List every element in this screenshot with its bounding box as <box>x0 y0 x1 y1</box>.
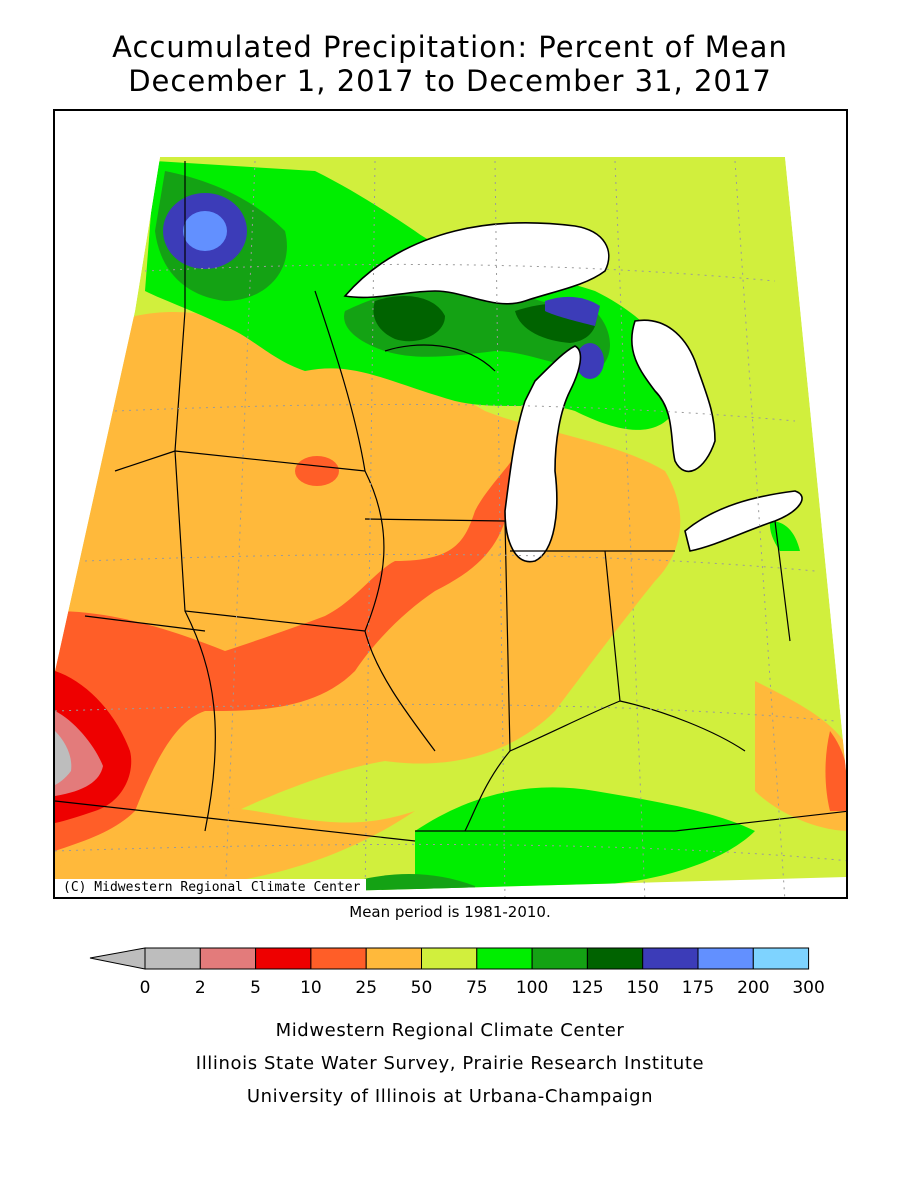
legend-tick-label: 300 <box>792 978 824 998</box>
border-mn-wi <box>314 290 366 472</box>
band-125-150-lake <box>373 296 445 342</box>
legend-tick-label: 200 <box>737 978 769 998</box>
map-title-line-2: December 1, 2017 to December 31, 2017 <box>128 64 772 98</box>
lake-michigan <box>504 345 582 563</box>
border-ia-mo <box>184 610 216 832</box>
legend-tick-label: 125 <box>571 978 603 998</box>
legend-color-box <box>476 947 533 970</box>
band-150-175-lake <box>576 343 604 379</box>
legend-color-box <box>531 947 588 970</box>
band-10-25-spot <box>295 456 339 486</box>
great-lakes <box>343 221 803 563</box>
footer-university: University of Illinois at Urbana-Champai… <box>246 1086 654 1107</box>
legend-color-box <box>144 947 201 970</box>
border-ne-ks <box>84 615 206 632</box>
legend-tick-labels: 0 2 5 10 25 50 75 100 125 150 175 200 300 <box>140 978 825 998</box>
legend-color-box <box>365 947 423 970</box>
border-nd-sd <box>114 450 176 472</box>
mean-period-note: Mean period is 1981-2010. <box>349 903 551 921</box>
lake-superior <box>343 221 610 305</box>
legend-tick-label: 10 <box>300 978 322 998</box>
border-il-in <box>464 520 511 832</box>
outside-domain <box>55 111 846 771</box>
legend-color-boxes <box>144 947 810 970</box>
state-boundaries <box>55 161 846 842</box>
band-75-100-south <box>415 787 755 897</box>
band-150-175-east <box>545 296 600 326</box>
legend-tick-label: 0 <box>140 978 151 998</box>
color-scale-legend: 0 2 5 10 25 50 75 100 125 150 175 200 300 <box>89 947 825 998</box>
legend-tick-label: 2 <box>195 978 206 998</box>
band-0-2 <box>55 731 72 785</box>
legend-color-box <box>642 947 699 970</box>
border-in-oh <box>604 550 621 702</box>
border-in-ky <box>509 700 746 752</box>
band-25-50-east <box>755 681 846 831</box>
legend-tick-label: 5 <box>250 978 261 998</box>
border-mn-sd <box>174 450 366 472</box>
legend-tick-label: 100 <box>516 978 548 998</box>
legend-tick-label: 175 <box>682 978 714 998</box>
border-mn-nd <box>174 161 186 452</box>
band-10-25-east <box>825 731 846 811</box>
footer-organization: Midwestern Regional Climate Center <box>275 1020 625 1041</box>
graticule <box>55 160 846 897</box>
legend-color-box <box>752 947 810 970</box>
border-wi-mi <box>384 344 496 372</box>
precipitation-map: (C) Midwestern Regional Climate Center <box>53 109 848 899</box>
legend-color-box <box>310 947 367 970</box>
border-ky-tn <box>415 810 846 832</box>
precipitation-field <box>55 157 846 897</box>
legend-tick-label: 50 <box>411 978 433 998</box>
lake-huron <box>631 319 716 473</box>
border-mo-ar <box>55 800 416 842</box>
lake-erie <box>684 490 803 552</box>
legend-tick-label: 25 <box>355 978 377 998</box>
legend-color-box <box>255 947 312 970</box>
legend-color-box <box>697 947 754 970</box>
band-175-200 <box>183 211 227 251</box>
border-wi-il <box>364 518 506 522</box>
map-canvas <box>55 111 846 897</box>
map-title-line-1: Accumulated Precipitation: Percent of Me… <box>112 30 788 64</box>
footer-survey: Illinois State Water Survey, Prairie Res… <box>195 1053 705 1074</box>
legend-color-box <box>199 947 257 970</box>
border-ia-il <box>364 470 436 752</box>
legend-under-arrow <box>89 947 146 970</box>
legend-tick-label: 75 <box>466 978 488 998</box>
band-10-25 <box>55 456 522 851</box>
legend-color-box <box>586 947 644 970</box>
copyright-notice: (C) Midwestern Regional Climate Center <box>55 879 367 897</box>
legend-tick-label: 150 <box>626 978 658 998</box>
legend-color-box <box>421 947 478 970</box>
border-oh-pa <box>774 520 791 642</box>
